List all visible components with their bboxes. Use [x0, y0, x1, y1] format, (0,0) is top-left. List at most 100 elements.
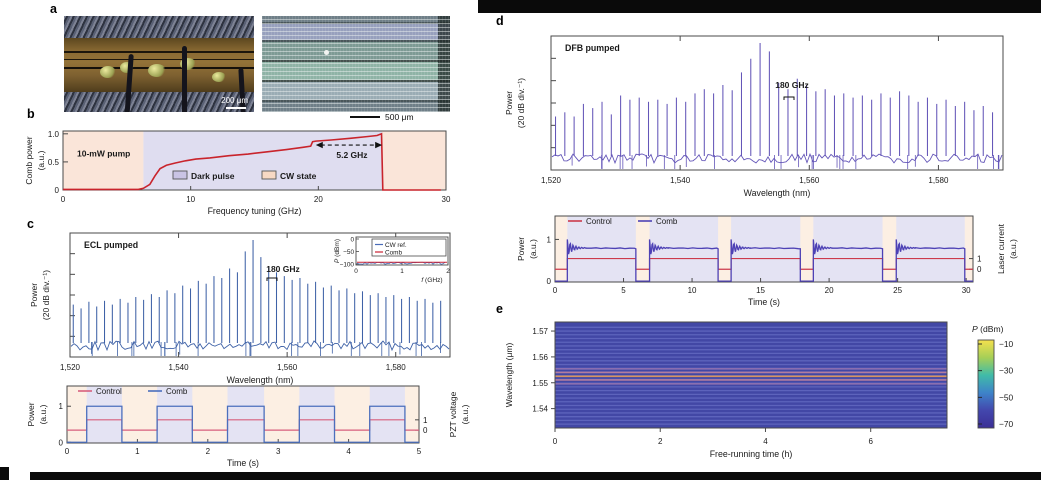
x-tick-label: 0	[553, 286, 558, 295]
plot-border	[62, 130, 447, 191]
probe-needle	[182, 46, 187, 112]
x-axis-title: Time (s)	[227, 458, 259, 468]
colorbar-tick-label: −70	[999, 419, 1014, 429]
y-tick-label: 1.57	[532, 327, 548, 336]
panel-label-d: d	[496, 14, 504, 28]
colorbar-tick-label: −50	[999, 392, 1014, 402]
pump-note: 10-mW pump	[77, 148, 130, 158]
right-y-axis-title: Laser current	[996, 223, 1006, 274]
x-tick-label: 1,520	[60, 363, 81, 372]
scale-bar-line	[226, 107, 246, 109]
colorbar-tick-label: −10	[999, 339, 1014, 349]
inset-y-tick: −100	[340, 261, 355, 268]
y-axis-title: Power	[516, 237, 526, 261]
right-y-tick-label: 0	[423, 426, 428, 435]
x-tick-label: 2	[206, 447, 211, 456]
legend-label: Comb	[656, 217, 678, 226]
scale-bar-200um: 200 μm	[221, 96, 248, 109]
x-tick-label: 10	[186, 195, 195, 204]
x-tick-label: 1,560	[799, 176, 820, 185]
right-y-tick-label: 1	[423, 416, 428, 425]
x-tick-label: 1,580	[928, 176, 949, 185]
plot-border	[66, 385, 420, 444]
cw-state-region	[63, 131, 144, 190]
panel-e-heatmap-chart: 1.57 1.56 1.55 1.54 0 2 4 6 Free-running time (h…	[504, 321, 1014, 459]
x-tick-label: 20	[314, 195, 323, 204]
bond-blob	[148, 64, 166, 77]
pump-type-note: DFB pumped	[565, 43, 620, 53]
y-tick-label: 1.56	[532, 353, 548, 362]
x-tick-label: 30	[962, 286, 971, 295]
right-y-axis-title: PZT voltage	[448, 391, 458, 437]
colorbar-tick-label: −30	[999, 366, 1014, 376]
inset-legend-box	[371, 238, 447, 257]
y-axis-title: Power	[504, 91, 514, 115]
y-axis-title: (a.u.)	[528, 239, 538, 259]
x-tick-label: 1,540	[670, 176, 691, 185]
panel-label-c: c	[27, 217, 34, 231]
x-tick-label: 0	[553, 437, 558, 446]
comb-spacing-annotation: 180 GHz	[775, 80, 809, 90]
y-axis-title: (a.u.)	[38, 404, 48, 424]
panel-label-e: e	[496, 302, 503, 316]
inset-x-tick: 2	[446, 268, 450, 275]
right-y-tick-label: 0	[977, 265, 982, 274]
panel-label-b: b	[27, 107, 35, 121]
noise-floor	[551, 152, 1003, 165]
y-axis-title: (20 dB div.⁻¹)	[516, 78, 526, 128]
comb-power-curve	[63, 132, 441, 191]
black-bar-bottom	[30, 472, 1041, 480]
right-y-axis-title: (a.u.)	[1008, 239, 1018, 259]
comb-lines	[72, 240, 442, 343]
y-tick-label: 0.5	[48, 158, 60, 167]
y-tick-label: 1	[547, 235, 552, 244]
legend-swatch-dark	[172, 170, 188, 180]
pump-type-note: ECL pumped	[84, 240, 138, 250]
x-tick-label: 5	[417, 447, 422, 456]
on-state-region	[369, 386, 405, 443]
y-tick-label: 0	[547, 277, 552, 286]
span-annotation: 5.2 GHz	[336, 150, 367, 160]
plot-border	[554, 215, 974, 283]
x-tick-label: 1,540	[169, 363, 190, 372]
x-axis-title: Wavelength (nm)	[227, 375, 294, 385]
x-tick-label: 1,560	[277, 363, 298, 372]
x-axis-title: Time (s)	[748, 297, 780, 307]
inset-legend-label: CW ref.	[385, 242, 407, 249]
panel-c-spectrum-chart: 1,520 1,540 1,560 1,580 Wavelength (nm) Power…	[29, 232, 451, 385]
y-tick-label: 1	[59, 402, 64, 411]
inset-x-tick: 0	[354, 268, 358, 275]
colorbar-title: P (dBm)	[972, 324, 1004, 334]
chip-micrograph-right	[262, 16, 450, 112]
y-axis-title: Comb power	[24, 136, 34, 184]
right-y-tick-label: 1	[977, 255, 982, 264]
right-y-axis-title: (a.u.)	[460, 404, 470, 424]
x-tick-label: 15	[756, 286, 765, 295]
x-tick-label: 25	[893, 286, 902, 295]
on-state-region	[731, 216, 801, 282]
comb-trace	[555, 239, 973, 282]
x-tick-label: 0	[65, 447, 70, 456]
inset-x-axis-title: f (GHz)	[421, 277, 442, 284]
x-tick-label: 1,580	[386, 363, 407, 372]
panel-b-tuning-chart: 0 10 20 30 0 0.5 1.0 Frequency tuning (GHz) Comb…	[24, 130, 451, 216]
on-state-region	[227, 386, 265, 443]
x-tick-label: 1,520	[541, 176, 562, 185]
y-axis-title: (20 dB div.⁻¹)	[41, 270, 51, 320]
x-tick-label: 30	[442, 195, 451, 204]
inset-x-tick: 1	[400, 268, 404, 275]
panel-label-a: a	[50, 2, 57, 16]
x-axis-title: Free-running time (h)	[710, 449, 793, 459]
spacing-bracket	[266, 277, 278, 281]
x-tick-label: 0	[61, 195, 66, 204]
comb-line-stripes	[555, 326, 947, 425]
colorbar	[977, 339, 995, 429]
inset-y-tick: 0	[350, 236, 354, 243]
chip-substrate-top	[64, 16, 254, 38]
x-tick-label: 20	[825, 286, 834, 295]
x-tick-label: 5	[621, 286, 626, 295]
on-state-region	[299, 386, 335, 443]
scale-bar-500um-label: 500 μm	[385, 112, 414, 122]
inset-y-axis-title: P (dBm)	[334, 239, 341, 263]
